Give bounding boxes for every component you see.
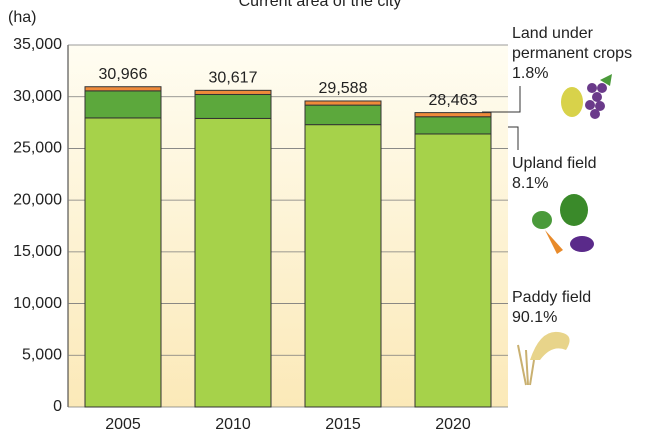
bar-segment [304, 104, 382, 126]
y-tick-label: 35,000 [13, 36, 62, 53]
bar-segment [304, 100, 382, 106]
y-tick-label: 15,000 [13, 243, 62, 260]
annotation: permanent crops [512, 45, 632, 62]
leader-line [482, 86, 521, 113]
annotation: Upland field [512, 155, 597, 172]
annotation: 90.1% [512, 309, 557, 326]
annotation: Land under [512, 25, 594, 42]
bar-segment [304, 124, 382, 408]
total-label: 29,588 [319, 80, 368, 97]
y-tick-label: 10,000 [13, 295, 62, 312]
bar-segment [84, 86, 162, 92]
y-axis-label: (ha) [8, 9, 36, 26]
x-tick-label: 2010 [215, 416, 251, 433]
y-tick-label: 5,000 [22, 347, 62, 364]
annotation: 1.8% [512, 65, 548, 82]
x-tick-label: 2015 [325, 416, 361, 433]
x-tick-label: 2020 [435, 416, 471, 433]
x-tick-label: 2005 [105, 416, 141, 433]
y-tick-label: 0 [53, 398, 62, 415]
annotation: 8.1% [512, 175, 548, 192]
bar-segment [414, 133, 492, 408]
bar-segment [84, 90, 162, 119]
leader-line [508, 126, 519, 150]
bar-segment [414, 116, 492, 135]
y-tick-label: 25,000 [13, 140, 62, 157]
annotation: Paddy field [512, 289, 591, 306]
total-label: 28,463 [429, 92, 478, 109]
y-tick-label: 20,000 [13, 191, 62, 208]
y-tick-label: 30,000 [13, 88, 62, 105]
bar-segment [194, 93, 272, 119]
bar-segment [194, 89, 272, 95]
bar-segment [414, 112, 492, 118]
total-label: 30,617 [209, 70, 258, 87]
bar-segment [194, 117, 272, 408]
total-label: 30,966 [99, 66, 148, 83]
icons [517, 74, 612, 386]
bar-segment [84, 117, 162, 408]
chart-title: Current area of the city [239, 0, 402, 10]
